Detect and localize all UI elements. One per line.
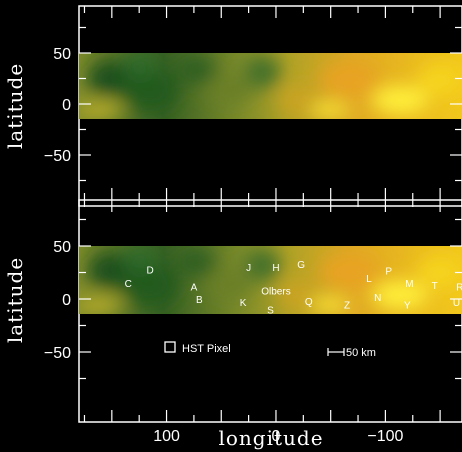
scale-bar [327,348,345,356]
y-tick-label: 0 [62,292,71,309]
feature-label: N [374,293,381,304]
feature-label: U [453,298,460,309]
y-tick-label: 0 [62,97,71,114]
y-axis-label-bottom: latitude [3,257,27,343]
y-tick-label: −50 [44,148,71,165]
y-tick-label: −50 [44,345,71,362]
y-axis-label-top: latitude [3,63,27,149]
hst-pixel-square [164,341,176,353]
x-axis-label: longitude [218,426,323,450]
x-tick-label: −100 [367,428,403,445]
feature-label: Y [404,300,411,311]
feature-label: H [272,263,279,274]
feature-label: P [385,266,392,277]
feature-label: R [456,282,462,293]
feature-label: D [147,265,154,276]
feature-label: B [196,295,203,306]
feature-labels: C D AB J H G Olbers K S Q Z L P N M T Y RU [125,260,462,317]
feature-label: M [405,279,413,290]
y-tick-label: 50 [53,46,71,63]
bottom-map-band [79,246,462,314]
axis-ticks [79,6,462,422]
scale-bar-label: 50 km [346,347,376,359]
x-tick-label: 100 [153,428,180,445]
feature-label: K [240,298,247,309]
feature-label: C [125,279,132,290]
feature-label: Z [344,300,350,311]
y-tick-label: 50 [53,239,71,256]
feature-label: T [432,281,438,292]
top-map-band [79,53,462,119]
x-tick-label: 0 [272,428,281,445]
hst-pixel-label: HST Pixel [182,343,231,355]
axis-tick-labels: 50 0 −50 50 0 −50 100 0 −100 [44,46,404,445]
feature-label: G [297,260,305,271]
feature-label: L [366,274,372,285]
feature-label: J [246,263,251,274]
feature-label: Olbers [261,287,290,298]
feature-label: S [267,306,274,317]
feature-label: A [191,282,198,293]
feature-label: Q [305,297,313,308]
